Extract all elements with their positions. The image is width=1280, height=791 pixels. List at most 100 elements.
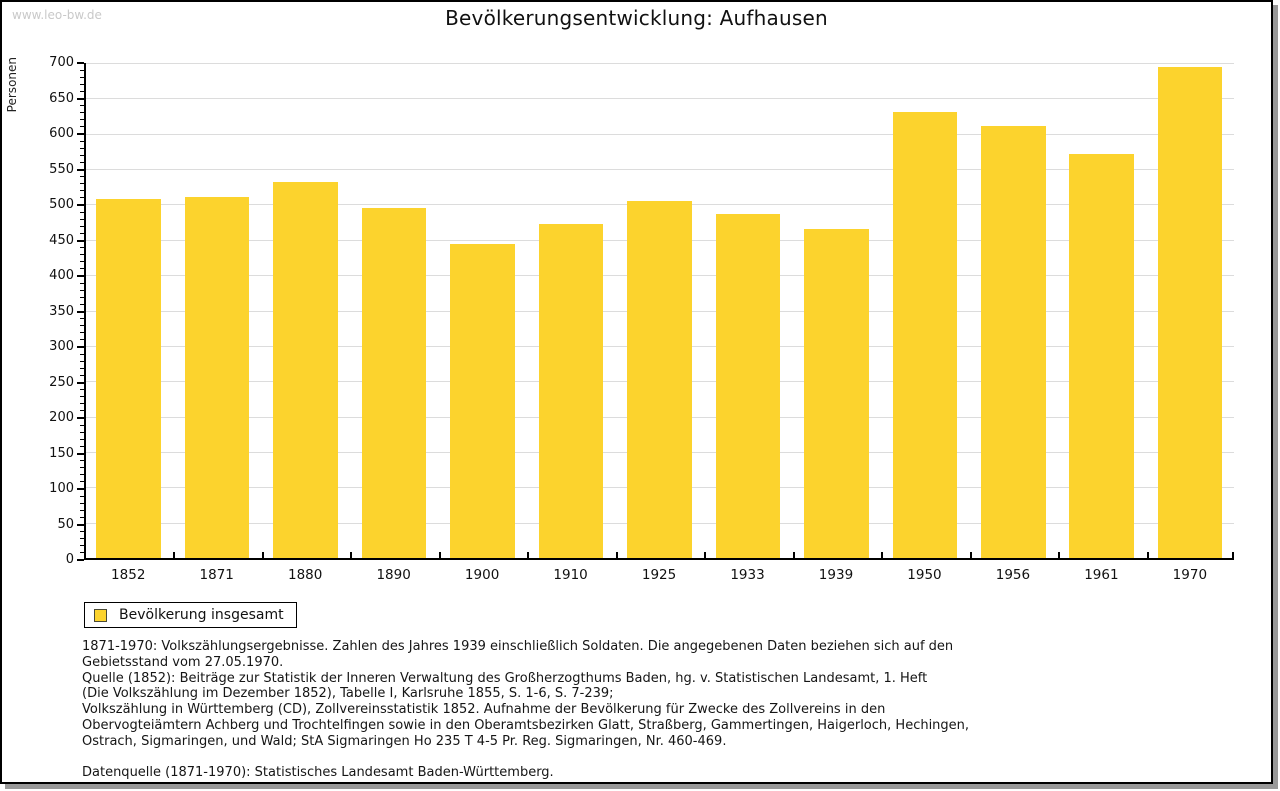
x-label-1925: 1925 [641,567,677,583]
y-tick-minor-330 [80,325,84,327]
y-tick-minor-70 [80,509,84,511]
watermark: www.leo-bw.de [12,8,102,22]
y-tick-minor-140 [80,460,84,462]
y-tick-minor-320 [80,332,84,334]
x-tick-9 [881,552,884,558]
y-tick-major-100 [77,488,84,490]
y-tick-label-500: 500 [49,197,74,212]
datasource-line: Datenquelle (1871-1970): Statistisches L… [82,764,554,780]
plot-area [84,63,1234,560]
x-tick-1 [173,552,176,558]
bar-1900 [450,244,515,558]
y-tick-minor-520 [80,190,84,192]
x-tick-10 [969,552,972,558]
y-tick-major-50 [77,523,84,526]
y-tick-minor-490 [80,211,84,213]
x-tick-5 [527,552,530,558]
y-tick-minor-90 [80,495,84,497]
y-tick-minor-340 [80,318,84,320]
x-label-1852: 1852 [111,567,146,583]
chart-title: Bevölkerungsentwicklung: Aufhausen [445,6,828,30]
y-tick-minor-380 [80,289,84,291]
gridline-650 [86,98,1234,100]
y-tick-minor-360 [80,303,84,305]
footnote-line-7: Ostrach, Sigmaringen, und Wald; StA Sigm… [82,733,727,749]
y-tick-major-300 [77,346,84,348]
y-tick-minor-170 [80,438,84,440]
y-tick-label-650: 650 [49,90,74,106]
y-tick-minor-110 [80,481,84,483]
footnote-line-5: Volkszählung in Württemberg (CD), Zollve… [82,702,886,718]
y-tick-label-0: 0 [65,552,74,567]
x-label-1939: 1939 [818,567,854,583]
y-tick-label-450: 450 [49,232,74,248]
y-tick-minor-20 [80,545,84,547]
bar-1950 [892,111,958,558]
gridline-600 [86,133,1234,135]
y-tick-minor-80 [80,502,84,504]
y-tick-major-500 [77,204,84,206]
gridline-550 [86,169,1234,171]
footnote-line-3: Quelle (1852): Beiträge zur Statistik de… [82,670,928,686]
footnote-line-2: Gebietsstand vom 27.05.1970. [82,654,284,670]
y-tick-major-400 [77,275,84,277]
x-label-1910: 1910 [553,567,588,583]
bar-1939 [804,229,869,558]
bar-1970 [1157,66,1223,558]
y-tick-minor-390 [80,282,84,284]
y-tick-minor-420 [80,261,84,263]
y-tick-minor-120 [80,474,84,476]
y-tick-minor-680 [80,76,84,78]
y-tick-minor-240 [80,389,84,391]
x-tick-12 [1146,552,1149,558]
x-label-1970: 1970 [1172,567,1208,583]
y-tick-major-600 [77,133,84,135]
y-tick-minor-640 [80,105,84,107]
y-tick-minor-690 [80,69,84,71]
x-label-1950: 1950 [907,567,942,583]
y-tick-label-250: 250 [49,374,74,390]
x-tick-3 [350,552,353,558]
y-tick-major-550 [77,168,84,171]
legend-label: Bevölkerung insgesamt [119,607,284,623]
footnote-line-1: 1871-1970: Volkszählungsergebnisse. Zahl… [82,639,954,654]
y-tick-minor-560 [80,161,84,163]
footnote-line-6: Obervogteiämtern Achberg und Trochtelfin… [82,717,970,733]
bar-1961 [1069,153,1135,558]
x-tick-11 [1058,552,1061,558]
y-tick-major-650 [77,97,84,100]
legend: Bevölkerung insgesamt [84,602,297,628]
y-tick-minor-440 [80,247,84,249]
gridline-700 [86,63,1234,64]
x-label-1890: 1890 [376,567,411,583]
y-tick-minor-460 [80,232,84,234]
y-tick-minor-620 [80,119,84,121]
bar-1890 [361,207,427,558]
x-tick-2 [261,552,264,558]
x-tick-8 [792,552,795,558]
y-tick-minor-610 [80,126,84,128]
bar-1925 [627,200,692,558]
y-tick-minor-130 [80,467,84,469]
y-tick-minor-430 [80,254,84,256]
y-tick-label-700: 700 [49,55,74,70]
y-tick-minor-10 [80,552,84,554]
y-tick-minor-270 [80,367,84,369]
y-tick-major-350 [77,310,84,313]
y-tick-minor-370 [80,296,84,298]
bar-1910 [538,223,604,558]
y-tick-minor-310 [80,339,84,341]
x-label-1900: 1900 [464,567,500,583]
y-tick-major-200 [77,417,84,419]
y-tick-minor-290 [80,353,84,355]
y-tick-minor-60 [80,516,84,518]
x-label-1956: 1956 [995,567,1031,583]
x-label-1871: 1871 [199,567,234,583]
y-tick-major-0 [77,559,84,561]
y-tick-label-400: 400 [49,268,74,283]
y-tick-minor-410 [80,268,84,270]
y-tick-label-200: 200 [49,410,74,425]
y-tick-minor-590 [80,140,84,142]
y-tick-minor-540 [80,176,84,178]
